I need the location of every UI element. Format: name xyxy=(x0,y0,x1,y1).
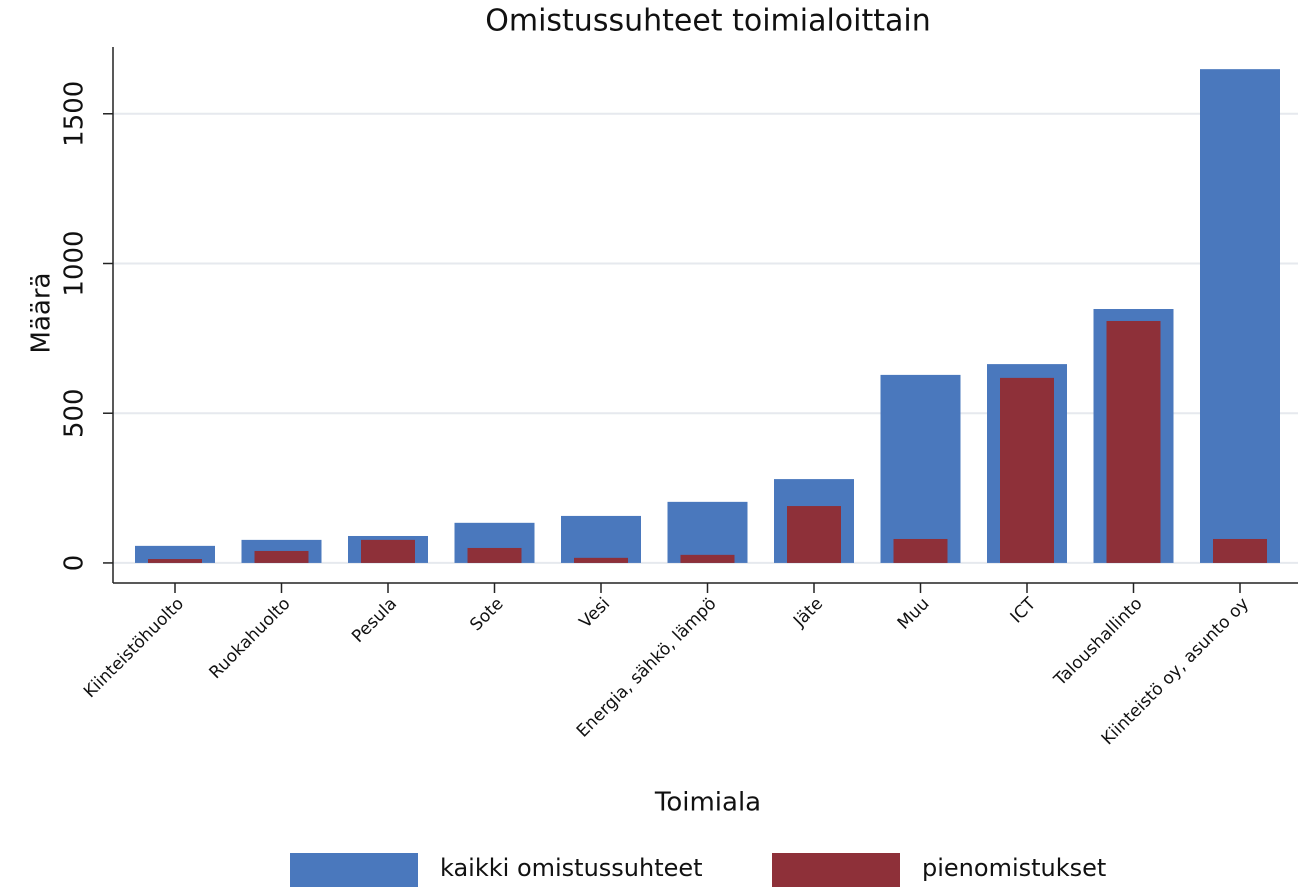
bar xyxy=(1106,320,1161,563)
bar xyxy=(893,538,948,563)
x-tick-label: ICT xyxy=(1007,594,1041,628)
y-axis-label: Määrä xyxy=(27,273,57,354)
y-tick-label: 500 xyxy=(60,388,90,438)
bar xyxy=(148,559,202,563)
legend-label: kaikki omistussuhteet xyxy=(440,854,703,882)
x-axis-label: Toimiala xyxy=(654,788,761,818)
x-tick-label: Taloushallinto xyxy=(1050,594,1147,691)
bar xyxy=(561,515,641,563)
bar xyxy=(254,550,309,563)
legend-label: pienomistukset xyxy=(922,854,1106,882)
x-tick-label: Kiinteistöhuolto xyxy=(80,594,188,702)
x-tick-label: Sote xyxy=(466,594,507,635)
bar xyxy=(574,557,628,563)
x-tick-label: Muu xyxy=(894,594,934,634)
y-tick-label: 0 xyxy=(60,555,90,572)
bar xyxy=(361,539,415,563)
bar xyxy=(1200,69,1280,563)
bar xyxy=(667,501,748,563)
legend-swatch xyxy=(772,853,900,887)
chart-title: Omistussuhteet toimialoittain xyxy=(485,4,931,39)
bar xyxy=(680,554,735,563)
bar xyxy=(1000,377,1054,563)
bar xyxy=(467,547,522,563)
bar xyxy=(787,506,841,563)
bar xyxy=(1213,538,1267,563)
bar xyxy=(135,545,215,563)
x-tick-label: Pesula xyxy=(348,594,401,647)
x-tick-label: Ruokahuolto xyxy=(206,594,295,683)
x-tick-label: Jäte xyxy=(789,594,827,632)
x-tick-label: Vesi xyxy=(576,594,614,632)
y-tick-label: 1000 xyxy=(60,230,90,296)
bar xyxy=(880,374,961,563)
legend-swatch xyxy=(290,853,418,887)
y-tick-label: 1500 xyxy=(60,81,90,147)
